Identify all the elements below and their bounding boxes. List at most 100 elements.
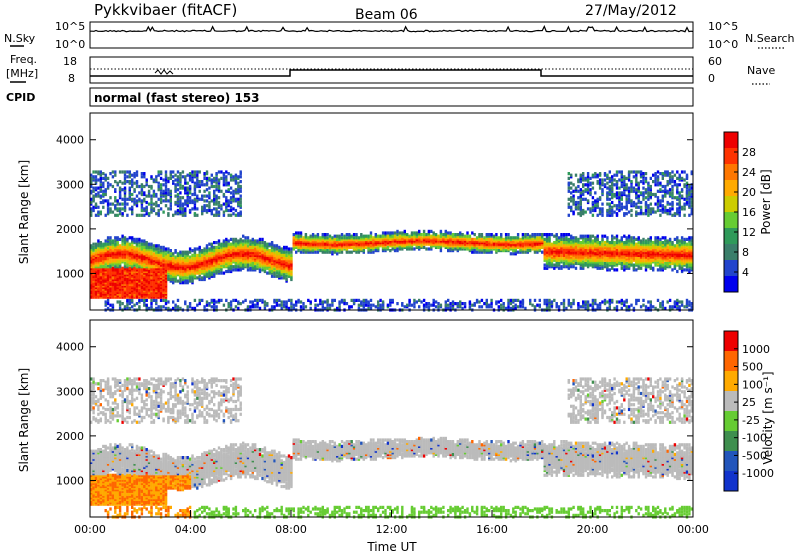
heatmap-cell bbox=[594, 255, 597, 259]
heatmap-cell bbox=[360, 234, 363, 238]
heatmap-cell bbox=[582, 189, 585, 193]
heatmap-cell bbox=[186, 197, 189, 201]
heatmap-cell bbox=[242, 234, 245, 238]
heatmap-cell bbox=[560, 249, 563, 253]
heatmap-cell bbox=[109, 303, 112, 307]
heatmap-cell bbox=[128, 170, 131, 174]
heatmap-cell bbox=[601, 188, 604, 192]
heatmap-cell bbox=[102, 181, 105, 185]
heatmap-cell bbox=[273, 250, 276, 254]
heatmap-cell bbox=[586, 234, 590, 238]
heatmap-cell bbox=[543, 250, 546, 254]
heatmap-cell bbox=[509, 242, 513, 246]
heatmap-cell bbox=[456, 302, 459, 306]
heatmap-cell bbox=[97, 172, 100, 176]
heatmap-cell bbox=[340, 233, 344, 237]
heatmap-cell bbox=[198, 298, 201, 302]
heatmap-cell bbox=[545, 255, 549, 259]
heatmap-cell bbox=[258, 255, 262, 259]
heatmap-cell bbox=[541, 242, 544, 246]
heatmap-cell bbox=[430, 303, 433, 307]
heatmap-cell bbox=[157, 181, 160, 185]
heatmap-cell bbox=[237, 300, 240, 304]
heatmap-cell bbox=[509, 298, 513, 302]
heatmap-cell bbox=[256, 255, 259, 259]
heatmap-cell bbox=[145, 250, 148, 254]
heatmap-cell bbox=[109, 290, 112, 294]
heatmap-cell bbox=[135, 241, 139, 245]
heatmap-cell bbox=[495, 242, 498, 246]
heatmap-cell bbox=[406, 233, 409, 237]
heatmap-cell bbox=[362, 242, 365, 246]
heatmap-cell bbox=[138, 290, 141, 294]
heatmap-cell bbox=[143, 172, 146, 176]
heatmap-cell bbox=[123, 181, 127, 185]
heatmap-cell bbox=[198, 249, 201, 253]
heatmap-cell bbox=[116, 255, 119, 259]
heatmap-cell bbox=[598, 212, 602, 216]
heatmap-cell bbox=[389, 231, 392, 235]
heatmap-cell bbox=[437, 241, 440, 245]
heatmap-cell bbox=[92, 242, 95, 246]
heatmap-cell bbox=[427, 229, 431, 233]
heatmap-cell bbox=[461, 234, 464, 238]
heatmap-cell bbox=[215, 210, 218, 214]
heatmap-cell bbox=[123, 194, 127, 198]
heatmap-cell bbox=[162, 178, 165, 182]
heatmap-cell bbox=[261, 244, 264, 248]
heatmap-cell bbox=[565, 306, 568, 310]
heatmap-cell bbox=[449, 233, 452, 237]
heatmap-cell bbox=[357, 241, 361, 245]
heatmap-cell bbox=[601, 250, 604, 254]
heatmap-cell bbox=[225, 189, 228, 193]
heatmap-cell bbox=[111, 239, 115, 243]
heatmap-cell bbox=[143, 173, 146, 177]
heatmap-cell bbox=[203, 249, 206, 253]
heatmap-cell bbox=[104, 192, 107, 197]
heatmap-cell bbox=[478, 250, 481, 254]
heatmap-cell bbox=[106, 184, 110, 189]
heatmap-cell bbox=[188, 255, 192, 259]
heatmap-cell bbox=[215, 173, 218, 177]
heatmap-cell bbox=[239, 180, 242, 184]
heatmap-cell bbox=[574, 261, 578, 266]
heatmap-cell bbox=[193, 170, 197, 174]
heatmap-cell bbox=[94, 188, 98, 192]
heatmap-cell bbox=[94, 250, 98, 254]
heatmap-cell bbox=[333, 250, 336, 254]
heatmap-cell bbox=[579, 199, 582, 203]
heatmap-cell bbox=[90, 202, 93, 206]
heatmap-cell bbox=[456, 241, 459, 245]
heatmap-cell bbox=[229, 196, 233, 200]
heatmap-cell bbox=[389, 234, 392, 238]
heatmap-cell bbox=[210, 242, 213, 246]
heatmap-cell bbox=[529, 241, 532, 245]
heatmap-cell bbox=[109, 242, 112, 246]
heatmap-cell bbox=[384, 234, 387, 238]
heatmap-cell bbox=[198, 250, 201, 254]
heatmap-cell bbox=[500, 241, 503, 245]
heatmap-cell bbox=[217, 200, 221, 205]
heatmap-cell bbox=[299, 241, 303, 245]
heatmap-cell bbox=[249, 242, 252, 246]
heatmap-cell bbox=[176, 255, 180, 259]
heatmap-cell bbox=[244, 298, 247, 302]
heatmap-cell bbox=[201, 249, 204, 253]
heatmap-cell bbox=[560, 265, 563, 269]
heatmap-cell bbox=[159, 183, 163, 187]
heatmap-cell bbox=[579, 250, 582, 254]
heatmap-cell bbox=[512, 249, 515, 253]
heatmap-cell bbox=[574, 266, 578, 270]
heatmap-cell bbox=[567, 176, 570, 180]
heatmap-cell bbox=[234, 181, 238, 185]
heatmap-cell bbox=[217, 181, 221, 185]
heatmap-cell bbox=[118, 212, 122, 216]
heatmap-cell bbox=[181, 257, 185, 261]
heatmap-cell bbox=[237, 255, 240, 259]
heatmap-cell bbox=[239, 241, 242, 245]
heatmap-cell bbox=[541, 241, 544, 245]
heatmap-cell bbox=[536, 242, 539, 246]
heatmap-cell bbox=[579, 173, 582, 177]
heatmap-cell bbox=[167, 250, 170, 254]
heatmap-cell bbox=[169, 255, 172, 259]
